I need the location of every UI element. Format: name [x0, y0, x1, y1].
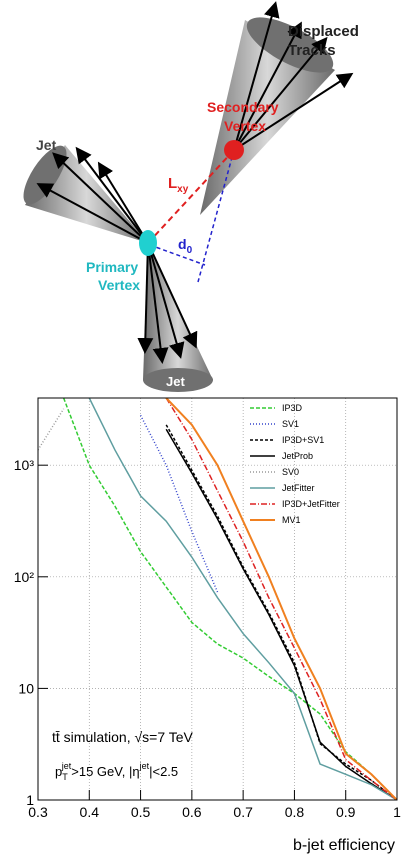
annotation-part: >15 GeV, |η — [71, 764, 139, 779]
x-tick-label: 0.9 — [336, 804, 356, 820]
secondary-vertex — [224, 140, 244, 160]
label: Lxy — [168, 175, 189, 195]
series-lines — [38, 398, 397, 800]
label: Jet — [36, 137, 57, 153]
annotation-part: p — [55, 764, 62, 779]
y-tick-label: 10 — [18, 680, 34, 696]
label: Secondary — [207, 99, 279, 115]
legend-label: JetFitter — [282, 483, 315, 493]
primary-vertex — [139, 230, 157, 256]
legend-label: IP3D — [282, 403, 303, 413]
series-line — [38, 408, 65, 451]
label: Displaced — [288, 23, 359, 40]
annotation: tt̄ simulation, √s=7 TeV — [52, 729, 194, 745]
annotation-part: T — [62, 772, 68, 782]
series-line — [88, 398, 397, 800]
series-line — [62, 398, 397, 800]
label: Vertex — [224, 118, 266, 134]
d0-line — [149, 244, 206, 266]
legend-label: JetProb — [282, 451, 313, 461]
x-axis-label: b-jet efficiency — [293, 837, 395, 854]
x-tick-label: 0.3 — [28, 804, 48, 820]
annotation-part: |<2.5 — [149, 764, 178, 779]
tracks — [36, 1, 354, 364]
series-line — [165, 424, 397, 800]
x-tick-label: 0.6 — [182, 804, 202, 820]
y-tick-label: 10² — [14, 569, 35, 585]
x-tick-label: 0.4 — [80, 804, 100, 820]
vertex-diagram: Displaced Tracks Secondary Vertex Jet Lx… — [23, 1, 359, 392]
legend-label: IP3D+JetFitter — [282, 499, 340, 509]
series-line — [165, 428, 397, 800]
series-line — [165, 398, 397, 800]
label: Vertex — [98, 277, 140, 293]
legend-label: SV1 — [282, 419, 299, 429]
legend-label: SV0 — [282, 467, 299, 477]
x-tick-label: 0.5 — [131, 804, 151, 820]
label: xy — [177, 184, 189, 195]
annotation-part: jet — [61, 761, 72, 771]
annotation-part: jet — [139, 761, 150, 771]
x-tick-label: 1 — [393, 804, 401, 820]
series-line — [165, 398, 397, 800]
y-tick-label: 10³ — [14, 457, 35, 473]
track-extrapolation — [197, 149, 235, 283]
label: d0 — [178, 236, 193, 256]
label: 0 — [187, 245, 193, 256]
plot-border — [37, 397, 398, 801]
label: L — [168, 175, 177, 192]
cone-end — [143, 368, 213, 392]
label: Tracks — [288, 42, 336, 59]
legend-label: IP3D+SV1 — [282, 435, 324, 445]
y-tick-label: 1 — [26, 792, 34, 808]
legend-label: MV1 — [282, 515, 301, 525]
label: Primary — [86, 259, 138, 275]
label: Jet — [166, 374, 185, 389]
x-tick-label: 0.7 — [233, 804, 253, 820]
lxy-line — [147, 149, 235, 244]
label: d — [178, 236, 187, 252]
annotation: pTjet>15 GeV, |ηjet|<2.5 — [55, 761, 178, 782]
chart: 0.3 0.4 0.5 0.6 0.7 0.8 0.9 1 1 10 10² 10³ IP3D SV1 IP… — [14, 397, 401, 854]
x-tick-label: 0.8 — [285, 804, 305, 820]
